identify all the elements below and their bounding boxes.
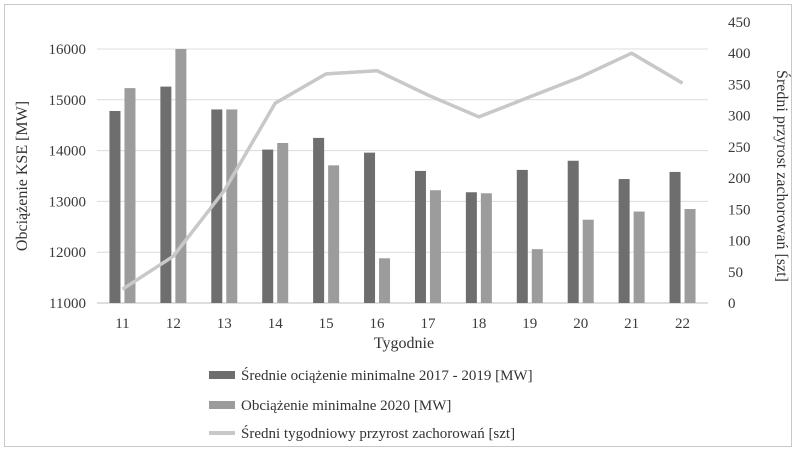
- bar-min-2020-20: [582, 219, 594, 303]
- legend-label-min-2020: Obciążenie minimalne 2020 [MW]: [241, 398, 451, 414]
- x-tick-label: 20: [573, 316, 588, 332]
- y-tick-label: 16000: [49, 42, 87, 58]
- legend-item-infections: Średni tygodniowy przyrost zachorowań [s…: [209, 425, 515, 442]
- y-axis-ticks: 11000 12000 13000 14000 15000 16000: [49, 42, 87, 312]
- line-series: [121, 51, 684, 291]
- legend-swatch-avg-2017-2019: [209, 371, 235, 379]
- y2-tick-label: 200: [728, 171, 751, 187]
- legend-swatch-min-2020: [209, 401, 235, 409]
- y-axis-title: Obciążenie KSE [MW]: [14, 101, 31, 251]
- y2-axis-title: Średni przyrost zachorowań [szt]: [773, 70, 792, 282]
- bar-avg-2017-2019-17: [414, 170, 426, 303]
- bar-min-2020-17: [429, 190, 441, 303]
- x-tick-label: 19: [522, 316, 537, 332]
- x-tick-label: 17: [420, 316, 436, 332]
- bar-min-2020-14: [277, 142, 289, 303]
- x-tick-label: 11: [115, 316, 129, 332]
- y-tick-label: 12000: [49, 245, 87, 261]
- bar-avg-2017-2019-19: [516, 169, 528, 303]
- y2-tick-label: 400: [728, 46, 751, 62]
- bar-min-2020-12: [175, 49, 187, 303]
- y2-tick-label: 100: [728, 234, 751, 250]
- y2-tick-label: 250: [728, 140, 751, 156]
- bar-min-2020-15: [328, 165, 340, 303]
- y2-tick-label: 300: [728, 109, 751, 125]
- y-tick-label: 15000: [49, 93, 87, 109]
- legend-item-avg-2017-2019: Średnie ociążenie minimalne 2017 - 2019 …: [209, 367, 533, 384]
- bar-avg-2017-2019-20: [567, 160, 579, 303]
- bar-min-2020-11: [124, 88, 136, 303]
- x-tick-label: 12: [166, 316, 181, 332]
- x-tick-label: 15: [319, 316, 334, 332]
- legend-item-min-2020: Obciążenie minimalne 2020 [MW]: [209, 398, 451, 414]
- x-tick-label: 21: [624, 316, 639, 332]
- line-infections: [121, 51, 684, 291]
- legend-label-infections: Średni tygodniowy przyrost zachorowań [s…: [241, 425, 515, 442]
- bar-avg-2017-2019-11: [109, 110, 121, 303]
- x-tick-label: 22: [675, 316, 690, 332]
- bar-min-2020-19: [531, 249, 543, 303]
- y2-tick-label: 350: [728, 77, 751, 93]
- bars: [109, 49, 696, 304]
- grid-lines: [97, 48, 708, 304]
- bar-avg-2017-2019-13: [211, 109, 223, 304]
- bar-avg-2017-2019-12: [160, 86, 172, 303]
- legend: Średnie ociążenie minimalne 2017 - 2019 …: [209, 367, 533, 442]
- x-tick-label: 14: [268, 316, 284, 332]
- bar-min-2020-13: [226, 109, 238, 304]
- y2-tick-label: 450: [728, 15, 751, 31]
- y2-tick-label: 0: [728, 296, 736, 312]
- x-tick-label: 16: [370, 316, 386, 332]
- x-tick-label: 13: [217, 316, 232, 332]
- bar-min-2020-18: [480, 193, 492, 303]
- y2-tick-label: 50: [728, 265, 743, 281]
- y2-tick-label: 150: [728, 202, 751, 218]
- bar-avg-2017-2019-18: [465, 192, 477, 303]
- bar-min-2020-22: [684, 209, 696, 303]
- x-tick-label: 18: [471, 316, 486, 332]
- bar-avg-2017-2019-21: [618, 179, 630, 303]
- legend-label-avg-2017-2019: Średnie ociążenie minimalne 2017 - 2019 …: [241, 367, 533, 384]
- bar-avg-2017-2019-14: [262, 149, 274, 303]
- y-tick-label: 14000: [49, 144, 87, 160]
- bar-avg-2017-2019-22: [669, 171, 681, 303]
- bar-min-2020-21: [633, 211, 645, 303]
- bar-avg-2017-2019-15: [313, 137, 325, 303]
- y2-axis-ticks: 0 50 100 150 200 250 300 350 400 450: [728, 15, 751, 312]
- x-axis-ticks: 11 12 13 14 15 16 17 18 19 20 21 22: [115, 316, 690, 332]
- y-tick-label: 11000: [49, 296, 86, 312]
- y-tick-label: 13000: [49, 194, 87, 210]
- x-axis-title: Tygodnie: [374, 335, 434, 352]
- bar-min-2020-16: [379, 258, 391, 303]
- bar-avg-2017-2019-16: [364, 152, 376, 303]
